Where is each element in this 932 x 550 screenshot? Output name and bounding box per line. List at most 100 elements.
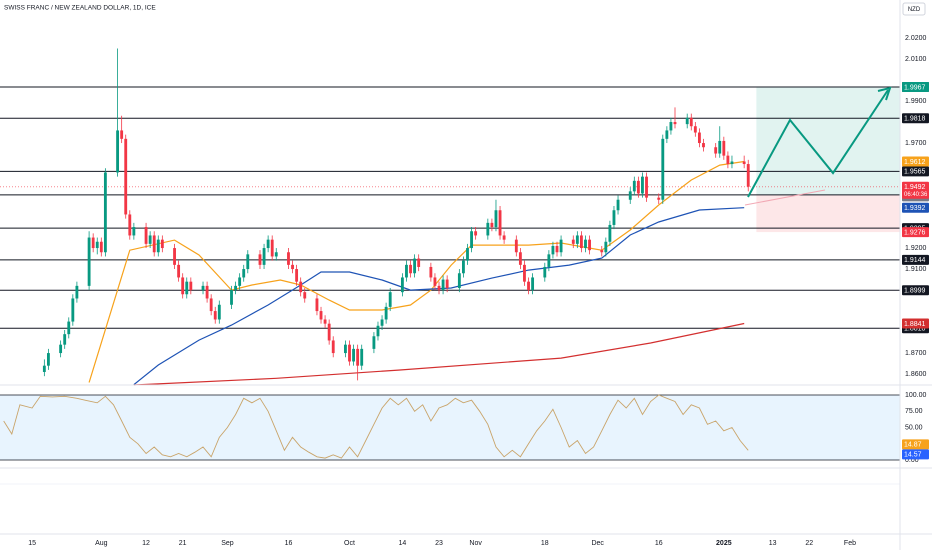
candle-body [429,266,433,278]
candle-body [657,197,661,200]
candle-body [746,164,750,187]
candle-body [75,285,79,299]
candle-body [722,140,726,156]
candle-body [486,222,490,236]
ma-label: 1.9392 [904,205,926,212]
candle-body [702,143,705,148]
candle-body [270,239,274,257]
candle-body [547,254,551,267]
candle-body [348,344,351,362]
candle-body [152,235,156,253]
candle-body [441,279,445,291]
candle-body [205,285,209,299]
currency-label[interactable]: NZD [908,7,921,13]
candle-body [628,191,632,200]
candle-body [555,245,559,253]
candle-body [71,298,75,322]
oscillator-tick-label: 50.00 [905,424,923,431]
projection-arrow [747,89,889,198]
level-label: 1.9818 [904,116,926,123]
candle-body [120,130,124,139]
candle-body [181,277,185,295]
candle-body [636,180,640,194]
candle-body [559,239,563,253]
y-tick-label: 1.9900 [905,98,927,105]
oscillator-tick-label: 100.00 [905,392,927,399]
candle-body [323,319,327,324]
candle-body [87,237,91,286]
last-price-box [902,181,929,199]
x-tick-label: Feb [844,540,856,547]
candle-body [689,117,693,127]
candle-body [372,336,376,349]
oscillator-last-box [902,439,929,450]
candle-body [531,277,535,291]
x-tick-label: 16 [655,540,663,547]
candle-body [291,264,294,270]
candle-body [417,258,421,267]
candle-body [437,285,441,291]
candle-body [287,252,290,265]
candle-body [697,132,701,144]
chart-title: SWISS FRANC / NEW ZEALAND DOLLAR, 1D, IC… [4,5,156,12]
candle-body [474,231,478,236]
candle-body [433,277,437,286]
y-tick-label: 1.9200 [905,245,927,252]
y-tick-label: 2.0200 [905,35,927,42]
candle-body [156,239,160,253]
candle-body [571,239,575,244]
candle-body [217,304,221,320]
level-label-box [902,285,929,296]
candle-body [266,239,270,249]
countdown-label: 06:40:36 [904,192,928,198]
candle-body [730,161,734,165]
candle-body [173,248,176,265]
y-tick-label: 1.8600 [905,371,927,378]
candle-body [352,348,355,362]
moving-average [133,322,745,386]
candle-body [331,340,335,354]
candle-body [579,235,583,249]
candle-body [124,138,128,215]
currency-button[interactable] [902,2,926,16]
candle-body [376,325,380,337]
candle-body [299,281,303,293]
y-tick-label: 2.0100 [905,56,927,63]
oscillator-tick-label: 75.00 [905,408,923,415]
candle-body [177,264,181,278]
oscillator-last-label: 14.87 [904,442,922,449]
candle-body [502,235,506,240]
last-price-label: 1.9492 [904,184,926,191]
candle-body [405,264,408,278]
candle-body [588,239,591,251]
oscillator-signal-box [902,449,929,460]
candle-body [742,161,746,165]
candle-body [356,348,360,366]
candle-body [319,311,323,320]
candle-body [514,239,518,253]
x-tick-label: Nov [469,540,482,547]
axis-layer: 2.0200 2.0100 1.9900 1.9700 1.9200 1.9100 1.87… [28,35,929,547]
candle-body [209,298,213,312]
candle-body [116,130,120,173]
candle-body [632,180,636,192]
marker-label-box [902,227,929,238]
candle-body [46,353,50,366]
candle-body [234,285,238,291]
x-tick-label: Aug [95,540,108,547]
candle-body [409,264,412,274]
candle-body [160,239,164,249]
x-tick-label: 15 [28,540,36,547]
candle-body [246,254,250,270]
level-label-box [902,113,929,124]
candle-body [213,311,217,320]
x-tick-label: Dec [591,540,604,547]
x-tick-label: 2025 [716,540,732,547]
candle-body [551,245,555,255]
oscillator-tick-label: 0.00 [905,457,919,464]
y-tick-label: 1.8700 [905,350,927,357]
candle-body [384,306,388,320]
candle-body [327,323,331,341]
